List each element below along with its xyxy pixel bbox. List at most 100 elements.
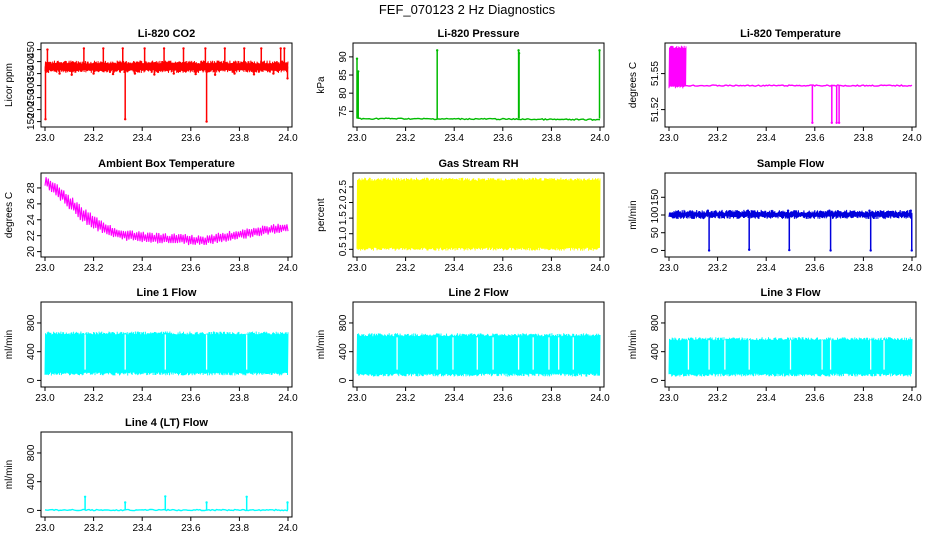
y-tick-label: 1.5 <box>338 211 349 225</box>
x-tick-label: 23.8 <box>230 393 250 404</box>
series-band <box>356 177 601 251</box>
x-axis: 23.0 23.2 23.4 23.6 23.8 24.0 <box>347 257 610 274</box>
panel-title: Ambient Box Temperature <box>98 158 235 170</box>
y-axis: 0 400 800 <box>338 314 353 383</box>
x-tick-label: 23.4 <box>756 393 776 404</box>
spike-point <box>517 49 520 52</box>
figure-title: FEF_070123 2 Hz Diagnostics <box>379 2 556 17</box>
plot-frame <box>40 172 293 258</box>
spike-point <box>786 209 790 212</box>
spike-point <box>869 249 872 252</box>
series-spikes <box>83 495 289 511</box>
spike-point <box>357 70 360 73</box>
panel-temperature: Li-820 Temperature 23.0 23.2 23.4 23.6 23.8 24… <box>628 28 922 144</box>
trace-line <box>668 84 913 87</box>
spike-point <box>260 47 263 50</box>
spike-point <box>279 47 282 50</box>
x-tick-label: 24.0 <box>278 523 298 534</box>
spike-point <box>286 77 289 80</box>
x-tick-label: 23.6 <box>493 133 513 144</box>
spike-point <box>70 73 73 77</box>
spike-point <box>143 47 146 50</box>
x-tick-label: 23.0 <box>35 133 55 144</box>
x-axis: 23.0 23.2 23.4 23.6 23.8 24.0 <box>35 257 298 274</box>
x-tick-label: 23.6 <box>181 263 201 274</box>
series-spikes <box>355 49 601 119</box>
spike-point <box>102 47 105 50</box>
x-tick-label: 23.2 <box>84 393 104 404</box>
x-tick-label: 23.8 <box>854 393 874 404</box>
y-axis-label: ml/min <box>628 200 639 229</box>
x-tick-label: 23.4 <box>132 263 152 274</box>
x-tick-label: 23.0 <box>659 393 679 404</box>
spike-point <box>830 121 834 125</box>
spike-point <box>182 47 185 50</box>
spike-point <box>517 52 521 55</box>
y-axis-label: kPa <box>316 76 327 94</box>
y-tick-label: 0 <box>26 377 37 383</box>
x-axis: 23.0 23.2 23.4 23.6 23.8 24.0 <box>347 127 610 144</box>
y-axis-label: percent <box>316 198 327 232</box>
plot-area <box>668 337 913 377</box>
x-tick-label: 23.8 <box>542 393 562 404</box>
y-tick-label: 80 <box>338 87 349 99</box>
band-trace <box>44 60 289 74</box>
y-tick-label: 300 <box>26 77 37 94</box>
y-tick-label: 0 <box>338 377 349 383</box>
y-tick-label: 250 <box>26 89 37 106</box>
spike-point <box>706 209 710 212</box>
spike-point <box>746 209 750 212</box>
y-tick-label: 0.5 <box>338 242 349 256</box>
plot-area <box>355 49 601 121</box>
series-band <box>668 45 687 89</box>
spike-point <box>58 72 61 75</box>
x-tick-label: 23.8 <box>854 263 874 274</box>
spike-point <box>747 248 751 251</box>
y-tick-label: 90 <box>338 51 349 63</box>
spike-point <box>788 248 791 252</box>
x-tick-label: 23.4 <box>756 263 776 274</box>
spike-point <box>83 495 87 498</box>
panel-title: Li-820 Temperature <box>740 28 841 40</box>
series-spikes <box>46 47 286 67</box>
x-tick-label: 23.6 <box>493 263 513 274</box>
series-polyline <box>356 117 601 121</box>
x-tick-label: 24.0 <box>590 263 610 274</box>
panel-title: Line 2 Flow <box>449 287 509 299</box>
x-tick-label: 23.6 <box>181 133 201 144</box>
spike-point <box>828 209 831 212</box>
x-tick-label: 23.8 <box>542 133 562 144</box>
series-band <box>44 60 289 74</box>
y-tick-label: 51.52 <box>650 97 661 122</box>
x-tick-label: 23.8 <box>542 263 562 274</box>
spike-point <box>162 47 166 50</box>
x-tick-label: 23.0 <box>659 133 679 144</box>
spike-point <box>435 49 439 52</box>
x-tick-label: 23.0 <box>347 263 367 274</box>
spike-point <box>123 118 127 121</box>
y-tick-label: 150 <box>26 113 37 130</box>
x-tick-label: 23.0 <box>347 393 367 404</box>
band-trace <box>668 45 687 89</box>
spike-point <box>194 72 197 76</box>
spike-point <box>44 118 47 121</box>
series-band <box>668 209 913 220</box>
x-tick-label: 23.4 <box>444 263 464 274</box>
y-tick-label: 28 <box>26 182 37 194</box>
panel-sample: Sample Flow 23.0 23.2 23.4 23.6 23.8 24.0 0 50 10… <box>628 158 922 274</box>
series-spikes <box>707 214 913 252</box>
spike-point <box>243 47 246 50</box>
x-tick-label: 23.0 <box>35 523 55 534</box>
y-tick-label: 0 <box>650 247 661 253</box>
y-tick-label: 350 <box>26 65 37 82</box>
series-gaps <box>396 337 574 370</box>
panel-line2: Line 2 Flow 23.0 23.2 23.4 23.6 23.8 24.0 0 400 8… <box>316 287 610 404</box>
spike-point <box>910 249 913 252</box>
y-tick-label: 400 <box>650 343 661 360</box>
spike-point <box>133 72 137 75</box>
plot-frame <box>40 431 293 518</box>
y-tick-label: 400 <box>26 53 37 70</box>
x-tick-label: 23.8 <box>230 133 250 144</box>
